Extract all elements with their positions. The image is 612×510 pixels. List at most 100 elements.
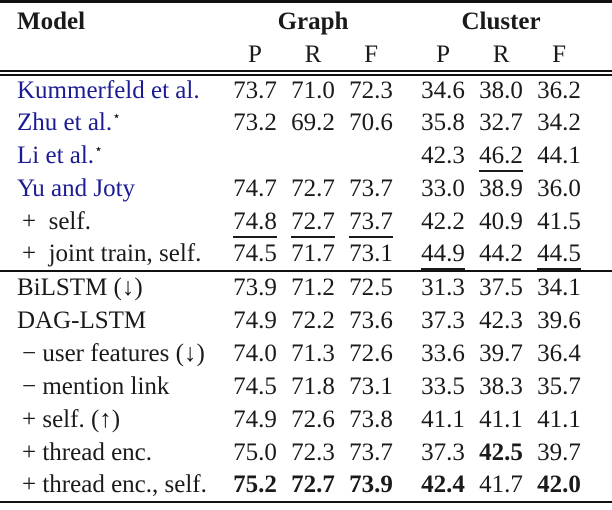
column-header-graph-r: R bbox=[284, 39, 342, 76]
value-cell: 38.9 bbox=[472, 172, 530, 205]
value-cell: 42.3 bbox=[400, 139, 472, 172]
value-cell: 71.0 bbox=[284, 73, 342, 106]
model-citation-link[interactable]: Kummerfeld et al. bbox=[17, 77, 200, 104]
metric-value: 71.8 bbox=[291, 372, 335, 400]
model-name: + thread enc., self. bbox=[22, 471, 207, 498]
value-cell bbox=[342, 139, 400, 172]
value-cell: 40.9 bbox=[472, 205, 530, 238]
value-cell: 72.7 bbox=[284, 172, 342, 205]
value-cell: 44.1 bbox=[530, 139, 612, 172]
value-cell: 73.9 bbox=[342, 469, 400, 502]
metric-value: 72.3 bbox=[349, 77, 393, 104]
value-cell: 74.9 bbox=[226, 403, 284, 436]
header-sub-row: P R F P R F bbox=[0, 39, 612, 76]
table-row: Li et al.⋆ 42.3 46.2 44.1 bbox=[0, 139, 612, 172]
metric-value: 73.7 bbox=[233, 77, 277, 104]
model-citation-link[interactable]: Zhu et al.⋆ bbox=[17, 108, 121, 136]
metric-value: 73.7 bbox=[349, 174, 393, 202]
value-cell: 39.7 bbox=[530, 436, 612, 469]
metric-value: 73.9 bbox=[349, 471, 393, 498]
metric-value: 42.3 bbox=[479, 306, 523, 334]
value-cell: 73.7 bbox=[342, 172, 400, 205]
model-name: − mention link bbox=[22, 372, 170, 400]
metric-value: 37.5 bbox=[479, 274, 523, 301]
metric-value: 72.6 bbox=[291, 405, 335, 433]
model-citation-link[interactable]: Li et al.⋆ bbox=[17, 141, 103, 169]
value-cell: 69.2 bbox=[284, 106, 342, 139]
value-cell: 41.1 bbox=[472, 403, 530, 436]
metric-value: 73.7 bbox=[349, 438, 393, 466]
metric-value: 41.1 bbox=[421, 405, 465, 433]
value-cell: 72.6 bbox=[342, 337, 400, 370]
value-cell: 42.0 bbox=[530, 469, 612, 502]
metric-value: 34.1 bbox=[537, 274, 581, 301]
metric-value: 37.3 bbox=[421, 306, 465, 334]
value-cell: 71.2 bbox=[284, 271, 342, 304]
metric-value: 44.9 bbox=[421, 240, 465, 270]
table-row: + self. (↑) 74.9 72.6 73.8 41.1 41.1 41.1 bbox=[0, 403, 612, 436]
metric-value: 33.0 bbox=[421, 174, 465, 202]
table-row: + thread enc. 75.0 72.3 73.7 37.3 42.5 39.7 bbox=[0, 436, 612, 469]
value-cell: 70.6 bbox=[342, 106, 400, 139]
metric-value: 33.5 bbox=[421, 372, 465, 400]
value-cell: 33.0 bbox=[400, 172, 472, 205]
metric-value: 37.3 bbox=[421, 438, 465, 466]
metric-value: 41.5 bbox=[537, 207, 581, 235]
metric-value: 36.2 bbox=[537, 77, 581, 104]
star-marker: ⋆ bbox=[112, 109, 121, 125]
value-cell: 37.5 bbox=[472, 271, 530, 304]
metric-value: 73.7 bbox=[349, 207, 393, 238]
value-cell: 44.5 bbox=[530, 237, 612, 272]
value-cell: 71.3 bbox=[284, 337, 342, 370]
metric-value: 74.9 bbox=[233, 405, 277, 433]
metric-value: 42.2 bbox=[421, 207, 465, 235]
value-cell: 74.0 bbox=[226, 337, 284, 370]
table-row: Kummerfeld et al. 73.7 71.0 72.3 34.6 38.0 36.… bbox=[0, 73, 612, 106]
value-cell: 41.5 bbox=[530, 205, 612, 238]
metric-value: 39.7 bbox=[479, 339, 523, 367]
value-cell: 72.6 bbox=[284, 403, 342, 436]
metric-value: 38.0 bbox=[479, 77, 523, 104]
value-cell: 44.2 bbox=[472, 237, 531, 272]
metric-value: 69.2 bbox=[291, 108, 335, 136]
column-header-cluster-r: R bbox=[472, 39, 531, 76]
value-cell: 39.7 bbox=[472, 337, 530, 370]
table-row: Zhu et al.⋆ 73.2 69.2 70.6 35.8 32.7 34.2 bbox=[0, 106, 612, 139]
metric-value: 34.6 bbox=[421, 77, 465, 104]
value-cell: 38.0 bbox=[472, 73, 530, 106]
value-cell: 36.0 bbox=[530, 172, 612, 205]
value-cell: 39.6 bbox=[530, 304, 612, 337]
value-cell: 34.2 bbox=[530, 106, 612, 139]
value-cell: 35.7 bbox=[530, 370, 612, 403]
model-name: DAG-LSTM bbox=[17, 306, 147, 334]
column-header-empty bbox=[0, 39, 226, 76]
metric-value: 72.7 bbox=[291, 471, 335, 498]
value-cell: 75.0 bbox=[226, 436, 284, 469]
value-cell: 35.8 bbox=[400, 106, 472, 139]
column-header-cluster-f: F bbox=[530, 39, 612, 76]
model-name: + thread enc. bbox=[22, 438, 153, 466]
column-header-graph-f: F bbox=[342, 39, 401, 76]
table-row: − user features (↓) 74.0 71.3 72.6 33.6 39.7 3… bbox=[0, 337, 612, 370]
metric-value: 72.2 bbox=[291, 306, 335, 334]
metric-value: 73.6 bbox=[349, 306, 393, 334]
value-cell: 73.9 bbox=[226, 271, 284, 304]
value-cell: 37.3 bbox=[400, 436, 472, 469]
star-marker: ⋆ bbox=[94, 142, 103, 158]
model-citation-link[interactable]: Yu and Joty bbox=[17, 174, 136, 202]
metric-value: 41.7 bbox=[479, 471, 523, 498]
value-cell: 72.7 bbox=[284, 469, 342, 502]
value-cell: 73.6 bbox=[342, 304, 400, 337]
value-cell: 34.1 bbox=[530, 271, 612, 304]
metric-value: 34.2 bbox=[537, 108, 581, 136]
column-group-cluster: Cluster bbox=[461, 7, 541, 35]
table-row: − mention link 74.5 71.8 73.1 33.5 38.3 35.7 bbox=[0, 370, 612, 403]
value-cell: 42.5 bbox=[472, 436, 530, 469]
value-cell: 42.3 bbox=[472, 304, 530, 337]
value-cell bbox=[226, 139, 284, 172]
value-cell: 73.7 bbox=[226, 73, 284, 106]
value-cell: 41.7 bbox=[472, 469, 530, 502]
metric-value: 73.9 bbox=[233, 274, 277, 301]
table-row: BiLSTM (↓) 73.9 71.2 72.5 31.3 37.5 34.1 bbox=[0, 271, 612, 304]
